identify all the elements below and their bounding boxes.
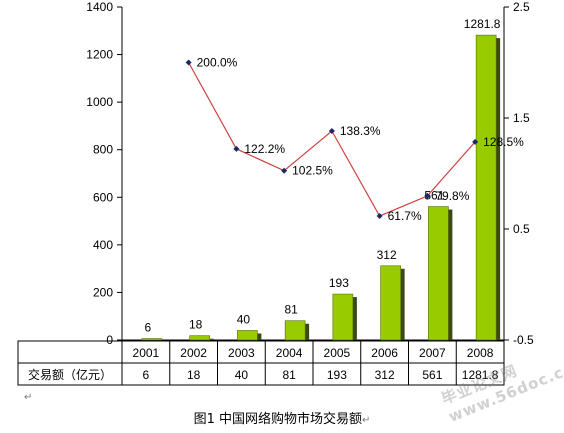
left-y-axis: 0 200 400 600 800 1000 1200 1400 <box>86 0 122 347</box>
growth-label: 61.7% <box>388 209 422 223</box>
bar-value-labels: 6 18 40 81 193 312 561 1281.8 <box>145 17 501 334</box>
table-value: 40 <box>235 368 249 382</box>
growth-rate-series: 200.0% 122.2% 102.5% 138.3% 61.7% 79.8% 128.5% <box>185 56 524 223</box>
caption-paragraph-mark: ↵ <box>362 415 371 426</box>
category-label: 2001 <box>133 346 160 360</box>
category-label: 2002 <box>180 346 207 360</box>
category-label: 2003 <box>228 346 255 360</box>
table-row-label: 交易额（亿元） <box>28 367 112 382</box>
category-label: 2004 <box>276 346 303 360</box>
bar <box>189 335 210 341</box>
bar-value-label: 561 <box>424 189 444 203</box>
left-tick-label: 0 <box>106 333 113 347</box>
left-tick-label: 400 <box>93 238 113 252</box>
bar-shadow <box>496 38 501 340</box>
left-tick-label: 1200 <box>86 48 113 62</box>
bar-shadow <box>257 333 262 340</box>
data-table: 2001 6 2002 18 2003 40 2004 81 2005 193 2006 312 200… <box>17 340 505 386</box>
bar-shadow <box>209 338 214 340</box>
growth-label: 122.2% <box>244 142 285 156</box>
table-value: 312 <box>375 368 395 382</box>
bar-series <box>141 34 501 341</box>
right-tick-label: -0.5 <box>513 333 534 347</box>
growth-label: 102.5% <box>292 164 333 178</box>
growth-label: 128.5% <box>483 135 524 149</box>
caption-text: 图1 中国网络购物市场交易额 <box>193 412 362 427</box>
right-tick-label: 2.5 <box>513 0 530 14</box>
table-value: 81 <box>282 368 296 382</box>
table-value: 561 <box>422 368 442 382</box>
growth-marker <box>233 145 240 152</box>
bar <box>237 330 258 341</box>
right-tick-label: 0.5 <box>513 222 530 236</box>
bar <box>332 293 354 341</box>
bar-value-label: 6 <box>145 321 152 335</box>
left-tick-label: 200 <box>93 285 113 299</box>
paragraph-mark: ↵ <box>24 392 33 403</box>
growth-marker <box>328 127 335 134</box>
figure-caption: 图1 中国网络购物市场交易额↵ <box>0 408 564 427</box>
bar <box>475 34 497 341</box>
growth-marker <box>185 59 192 66</box>
table-value: 1281.8 <box>462 368 499 382</box>
table-value: 193 <box>327 368 347 382</box>
bar-shadow <box>305 323 310 340</box>
bar <box>141 338 163 341</box>
growth-label: 138.3% <box>340 124 381 138</box>
bar-value-label: 18 <box>189 318 203 332</box>
category-label: 2006 <box>371 346 398 360</box>
bar-shadow <box>448 209 453 340</box>
left-tick-label: 800 <box>93 143 113 157</box>
category-label: 2008 <box>467 346 494 360</box>
category-label: 2007 <box>419 346 446 360</box>
category-label: 2005 <box>324 346 351 360</box>
left-tick-label: 1000 <box>86 95 113 109</box>
right-tick-label: 1.5 <box>513 111 530 125</box>
bar-value-label: 193 <box>329 276 349 290</box>
growth-marker <box>424 192 431 199</box>
growth-marker <box>472 138 479 145</box>
bar-value-label: 312 <box>377 248 397 262</box>
growth-label: 200.0% <box>197 56 238 70</box>
growth-marker <box>281 167 288 174</box>
table-value: 18 <box>187 368 201 382</box>
bar <box>380 265 401 341</box>
growth-marker <box>376 213 383 220</box>
bar <box>428 206 449 341</box>
bar-shadow <box>400 268 405 340</box>
bar-value-label: 1281.8 <box>464 17 501 31</box>
bar-shadow <box>352 297 357 340</box>
bar-value-label: 40 <box>237 312 251 326</box>
bar-value-label: 81 <box>284 303 298 317</box>
left-tick-label: 600 <box>93 190 113 204</box>
left-tick-label: 1400 <box>86 0 113 14</box>
bar <box>284 320 306 341</box>
table-value: 6 <box>143 368 150 382</box>
right-y-axis: -0.5 0.5 1.5 2.5 <box>504 0 534 347</box>
growth-label: 79.8% <box>435 189 469 203</box>
